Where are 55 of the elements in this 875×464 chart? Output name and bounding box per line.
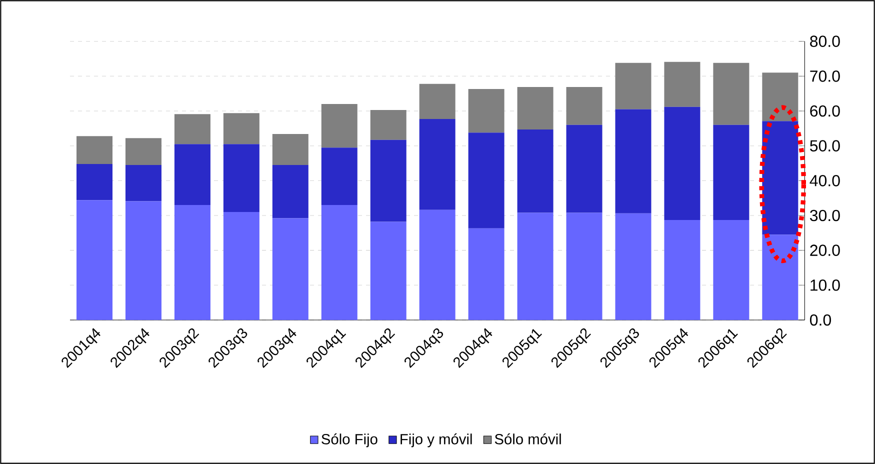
- y-tick-label: 10.0: [810, 280, 840, 291]
- bar: [174, 205, 210, 320]
- bar: [125, 164, 162, 202]
- y-tick-label: 50.0: [810, 140, 840, 152]
- bar: [370, 140, 406, 222]
- bar: [223, 144, 260, 212]
- y-tick-label: 0.0: [810, 314, 831, 326]
- bar: [762, 72, 798, 122]
- bar: [419, 84, 456, 120]
- bar: [517, 212, 554, 320]
- bar: [370, 110, 406, 140]
- bar: [713, 62, 750, 125]
- bar: [223, 113, 260, 144]
- y-tick-label: 60.0: [810, 105, 840, 117]
- bar: [517, 129, 554, 213]
- bar: [321, 148, 358, 206]
- bar: [566, 86, 602, 125]
- bar: [272, 164, 308, 218]
- bar: [468, 132, 504, 228]
- legend-label: Sólo Fijo: [322, 433, 378, 448]
- bar: [713, 220, 750, 320]
- bar: [370, 222, 406, 320]
- legend-label: Sólo móvil: [494, 433, 561, 444]
- bar: [76, 136, 112, 164]
- bar: [468, 228, 504, 320]
- y-tick-label: 20.0: [810, 244, 840, 256]
- bar: [125, 201, 162, 320]
- bar: [468, 89, 504, 133]
- bar: [321, 104, 358, 148]
- bar: [174, 144, 210, 206]
- bar: [615, 213, 652, 320]
- bar: [419, 210, 456, 320]
- bar: [272, 134, 308, 165]
- bar: [76, 164, 112, 200]
- y-tick-label: 70.0: [810, 70, 840, 82]
- y-tick-label: 40.0: [810, 175, 840, 186]
- bar: [517, 86, 554, 130]
- bar: [272, 218, 308, 320]
- bar: [713, 124, 750, 220]
- y-tick-label: 80.0: [810, 36, 840, 47]
- bar: [615, 109, 652, 214]
- legend-label: Fijo y móvil: [400, 433, 472, 448]
- bar: [125, 138, 162, 165]
- bar: [223, 212, 260, 320]
- bar: [321, 205, 358, 320]
- bar: [664, 106, 700, 220]
- bar: [76, 200, 112, 320]
- y-tick-label: 30.0: [810, 210, 840, 222]
- bar: [664, 220, 700, 320]
- bar: [174, 114, 210, 144]
- bar: [664, 62, 700, 107]
- bar: [419, 119, 456, 210]
- bar: [566, 124, 602, 213]
- bar: [566, 212, 602, 320]
- bar: [615, 62, 652, 110]
